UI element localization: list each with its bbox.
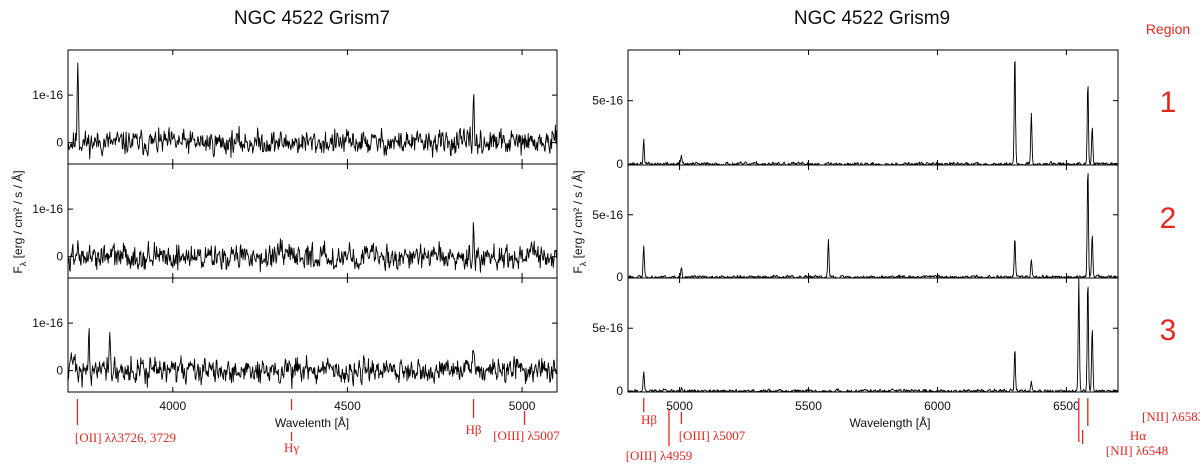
region-number-3: 3 (1160, 314, 1177, 347)
left-spectrum-region-2 (67, 222, 558, 273)
right-y-tick-label: 5e-16 (592, 94, 623, 108)
region-number-2: 2 (1160, 202, 1177, 235)
left-x-tick-label: 4000 (159, 399, 186, 413)
right-x-tick-label: 5500 (795, 399, 822, 413)
right-x-tick-label: 5000 (666, 399, 693, 413)
left-y-tick-label: 0 (56, 250, 63, 264)
left-y-tick-label: 1e-16 (32, 202, 63, 216)
left-panel-2: 0 1e-16 (32, 163, 558, 279)
right-chart-title: NGC 4522 Grism9 (794, 8, 950, 29)
region-header: Region (1146, 21, 1190, 37)
left-panel-frame (67, 277, 558, 393)
right-line-label: [OIII] λ5007 (679, 428, 746, 443)
right-line-label: [NII] λ6548 (1106, 443, 1168, 458)
right-x-tick-label: 6500 (1053, 399, 1080, 413)
right-panel-2: 0 5e-16 (592, 164, 1119, 284)
right-line-label: [OIII] λ4959 (626, 448, 693, 463)
right-spectrum-region-3 (627, 277, 1118, 393)
right-line-label: Hα (1130, 428, 1146, 443)
right-y-tick-label: 0 (616, 270, 623, 284)
right-y-tick-label: 5e-16 (592, 208, 623, 222)
left-y-tick-label: 0 (56, 136, 63, 150)
right-y-tick-label: 0 (616, 157, 623, 171)
left-chart: 0 1e-16 0 1e-16 0 1e-16 4000 4500 5000 [OII] λλ37… (32, 49, 560, 455)
right-y-axis-label: Fλ [erg / cm² / s / Å] (570, 170, 588, 273)
right-line-label: [NII] λ6583 (1142, 409, 1200, 424)
left-line-label: [OIII] λ5007 (493, 428, 560, 443)
left-spectrum-region-3 (67, 328, 558, 389)
right-x-axis-label: Wavelength [Å] (850, 415, 931, 430)
left-x-tick-label: 4500 (334, 399, 361, 413)
left-spectrum-region-1 (67, 62, 558, 160)
region-number-1: 1 (1160, 86, 1177, 119)
right-panel-frame (627, 49, 1119, 166)
left-line-label: Hγ (284, 440, 299, 455)
right-spectrum-region-2 (627, 173, 1119, 279)
right-panel-1: 0 5e-16 (592, 49, 1119, 171)
left-x-tick-label: 5000 (509, 399, 536, 413)
left-y-axis-label: Fλ [erg / cm² / s / Å] (10, 170, 28, 273)
left-panel-1: 0 1e-16 (32, 49, 558, 165)
left-y-tick-label: 1e-16 (32, 316, 63, 330)
right-spectrum-region-1 (627, 61, 1119, 166)
left-line-label: [OII] λλ3726, 3729 (75, 430, 176, 445)
left-line-label: Hβ (466, 422, 482, 437)
left-chart-title: NGC 4522 Grism7 (234, 8, 390, 29)
right-panel-3: 0 5e-16 (592, 277, 1119, 398)
right-chart: 0 5e-16 0 5e-16 0 5e-16 5000 5500 6000 6500 Hβ [OII… (592, 49, 1200, 463)
right-panel-frame (627, 164, 1119, 279)
right-y-tick-label: 5e-16 (592, 321, 623, 335)
right-panel-frame (627, 277, 1119, 393)
left-panel-3: 0 1e-16 (32, 277, 558, 393)
right-x-tick-label: 6000 (924, 399, 951, 413)
right-line-label: Hβ (641, 412, 657, 427)
left-y-tick-label: 0 (56, 364, 63, 378)
left-x-axis-label: Wavelenth [Å] (275, 415, 349, 430)
left-y-tick-label: 1e-16 (32, 88, 63, 102)
right-y-tick-label: 0 (616, 384, 623, 398)
